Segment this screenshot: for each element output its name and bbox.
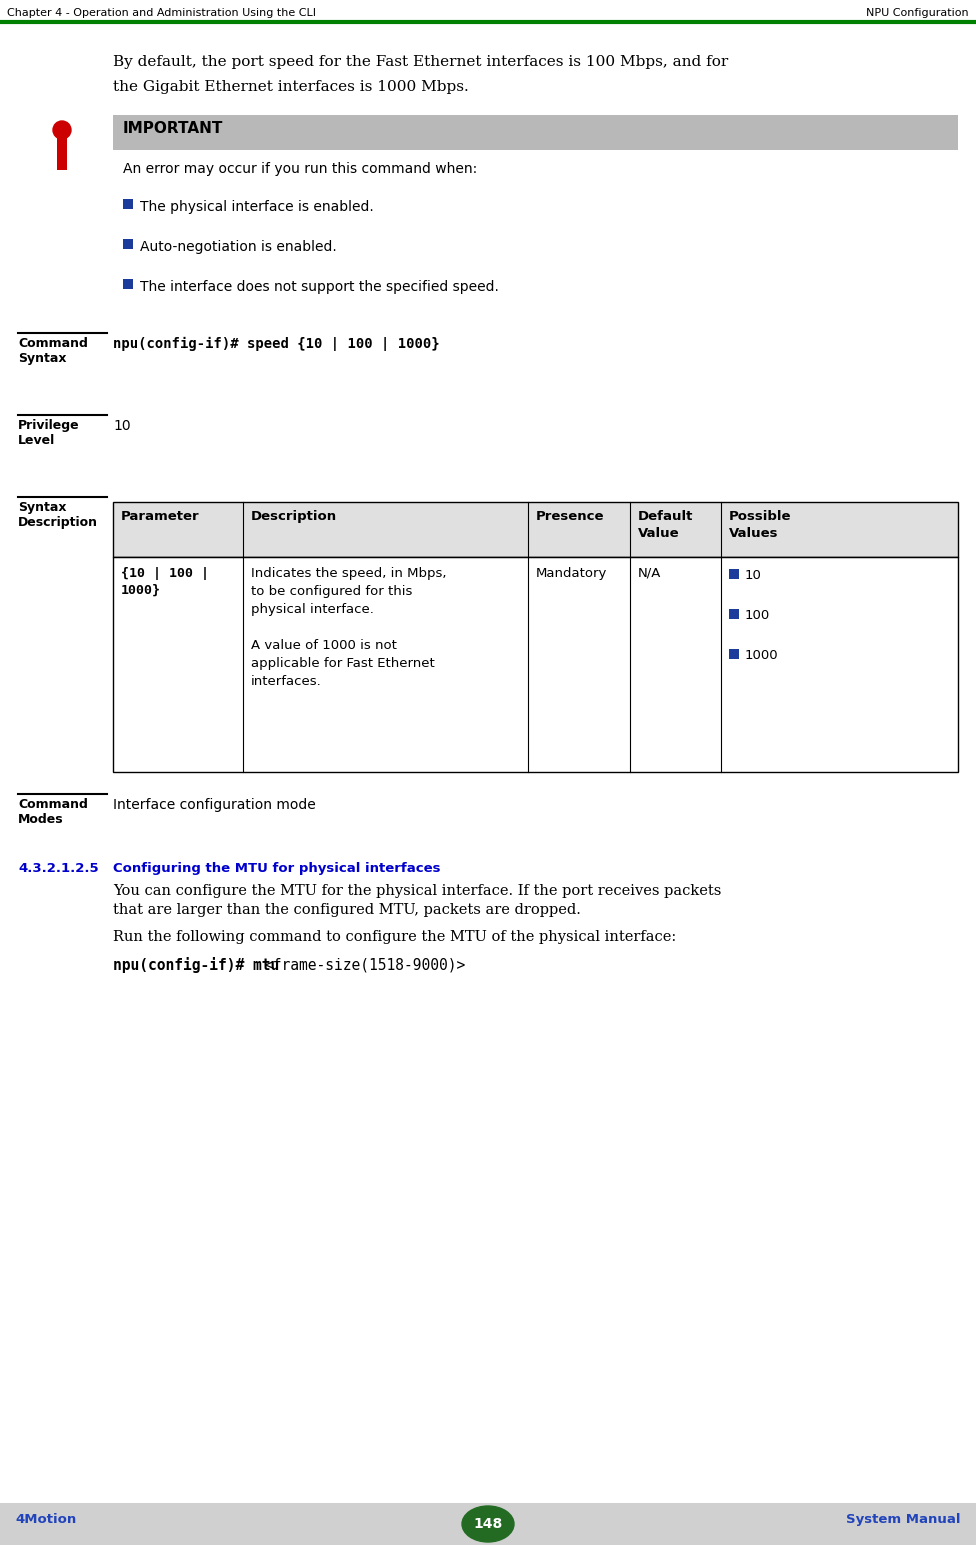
Text: Default
Value: Default Value [638, 510, 693, 541]
Text: N/A: N/A [638, 567, 662, 579]
Text: that are larger than the configured MTU, packets are dropped.: that are larger than the configured MTU,… [113, 902, 581, 918]
FancyBboxPatch shape [113, 502, 958, 558]
FancyBboxPatch shape [113, 114, 958, 150]
Text: Description: Description [251, 510, 337, 524]
Text: Privilege: Privilege [18, 419, 80, 433]
Text: 148: 148 [473, 1517, 503, 1531]
FancyBboxPatch shape [729, 569, 739, 579]
Text: Chapter 4 - Operation and Administration Using the CLI: Chapter 4 - Operation and Administration… [7, 8, 316, 19]
Text: Parameter: Parameter [121, 510, 200, 524]
Text: By default, the port speed for the Fast Ethernet interfaces is 100 Mbps, and for: By default, the port speed for the Fast … [113, 56, 728, 70]
Text: {10 | 100 |
1000}: {10 | 100 | 1000} [121, 567, 209, 596]
Text: System Manual: System Manual [846, 1513, 961, 1526]
Text: Level: Level [18, 434, 56, 447]
Circle shape [53, 121, 71, 139]
Text: Indicates the speed, in Mbps,
to be configured for this
physical interface.

A v: Indicates the speed, in Mbps, to be conf… [251, 567, 446, 688]
Text: Command: Command [18, 337, 88, 351]
Text: An error may occur if you run this command when:: An error may occur if you run this comma… [123, 162, 477, 176]
Text: the Gigabit Ethernet interfaces is 1000 Mbps.: the Gigabit Ethernet interfaces is 1000 … [113, 80, 468, 94]
Ellipse shape [462, 1506, 514, 1542]
Text: Run the following command to configure the MTU of the physical interface:: Run the following command to configure t… [113, 930, 676, 944]
Text: 10: 10 [745, 569, 762, 582]
FancyBboxPatch shape [123, 199, 133, 209]
Text: Syntax: Syntax [18, 501, 66, 514]
Text: 4.3.2.1.2.5: 4.3.2.1.2.5 [18, 862, 99, 874]
Text: Syntax: Syntax [18, 352, 66, 365]
Text: Configuring the MTU for physical interfaces: Configuring the MTU for physical interfa… [113, 862, 440, 874]
Text: You can configure the MTU for the physical interface. If the port receives packe: You can configure the MTU for the physic… [113, 884, 721, 898]
Text: Possible
Values: Possible Values [729, 510, 792, 541]
FancyBboxPatch shape [123, 280, 133, 289]
Text: NPU Configuration: NPU Configuration [867, 8, 969, 19]
FancyBboxPatch shape [57, 138, 67, 170]
Text: Mandatory: Mandatory [536, 567, 607, 579]
Text: The physical interface is enabled.: The physical interface is enabled. [140, 199, 374, 215]
Text: Modes: Modes [18, 813, 63, 827]
FancyBboxPatch shape [0, 1503, 976, 1545]
Text: 10: 10 [113, 419, 131, 433]
Text: 100: 100 [745, 609, 770, 623]
Text: 4Motion: 4Motion [15, 1513, 76, 1526]
Text: Presence: Presence [536, 510, 604, 524]
FancyBboxPatch shape [123, 239, 133, 249]
FancyBboxPatch shape [113, 558, 958, 772]
Text: Interface configuration mode: Interface configuration mode [113, 799, 316, 813]
Text: Auto-negotiation is enabled.: Auto-negotiation is enabled. [140, 239, 337, 253]
Text: npu(config-if)# mtu: npu(config-if)# mtu [113, 956, 288, 973]
Text: 1000: 1000 [745, 649, 779, 661]
Text: <frame-size(1518-9000)>: <frame-size(1518-9000)> [264, 956, 466, 972]
FancyBboxPatch shape [729, 649, 739, 660]
Text: Description: Description [18, 516, 98, 528]
Text: The interface does not support the specified speed.: The interface does not support the speci… [140, 280, 499, 294]
FancyBboxPatch shape [729, 609, 739, 620]
Text: IMPORTANT: IMPORTANT [123, 121, 224, 136]
Text: npu(config-if)# speed {10 | 100 | 1000}: npu(config-if)# speed {10 | 100 | 1000} [113, 337, 439, 351]
Text: Command: Command [18, 799, 88, 811]
